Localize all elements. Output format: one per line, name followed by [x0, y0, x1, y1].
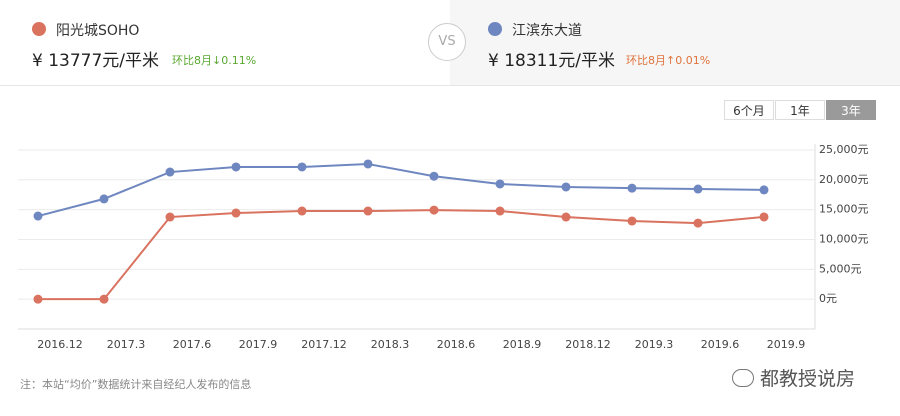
legend-dot	[488, 22, 502, 36]
data-point	[429, 171, 439, 181]
data-point	[33, 211, 43, 221]
y-tick-label: 25,000元	[819, 143, 869, 156]
data-point	[165, 167, 175, 177]
data-point	[759, 185, 769, 195]
x-tick-label: 2018.9	[503, 338, 542, 351]
series-line	[38, 209, 765, 301]
item-price: ¥ 13777元/平米	[32, 51, 160, 71]
item-change: 环比8月↑0.01%	[626, 54, 711, 67]
data-point	[99, 294, 109, 304]
x-tick-label: 2017.9	[239, 338, 278, 351]
data-point	[231, 208, 241, 218]
item-name: 江滨东大道	[512, 23, 582, 39]
data-point	[495, 179, 505, 189]
x-tick-label: 2017.3	[107, 338, 146, 351]
x-tick-label: 2018.6	[437, 338, 476, 351]
item-name: 阳光城SOHO	[56, 23, 140, 39]
x-tick-label: 2019.6	[701, 338, 740, 351]
data-point	[363, 159, 373, 169]
x-tick-label: 2016.12	[37, 338, 83, 351]
wechat-icon	[732, 369, 754, 387]
header-divider	[0, 85, 900, 86]
header-right-bg	[450, 0, 900, 85]
data-point	[561, 212, 571, 222]
data-point	[99, 194, 109, 204]
data-point	[297, 206, 307, 216]
data-point	[33, 294, 43, 304]
x-tick-label: 2017.12	[301, 338, 347, 351]
vs-badge: VS	[428, 23, 466, 61]
range-button[interactable]: 1年	[775, 100, 825, 120]
footnote: 注：本站“均价”数据统计来自经纪人发布的信息	[20, 378, 252, 391]
data-point	[363, 206, 373, 216]
data-point	[231, 162, 241, 172]
item-change: 环比8月↓0.11%	[172, 54, 257, 67]
data-point	[627, 183, 637, 193]
data-point	[165, 212, 175, 222]
x-tick-label: 2018.3	[371, 338, 410, 351]
data-point	[759, 212, 769, 222]
x-tick-label: 2018.12	[565, 338, 611, 351]
y-tick-label: 10,000元	[819, 232, 869, 245]
legend-dot	[32, 22, 46, 36]
data-point	[429, 205, 439, 215]
data-point	[693, 218, 703, 228]
data-point	[693, 184, 703, 194]
y-tick-label: 0元	[819, 292, 837, 305]
range-button[interactable]: 3年	[826, 100, 876, 120]
watermark: 都教授说房	[760, 368, 856, 390]
range-button[interactable]: 6个月	[724, 100, 774, 120]
data-point	[297, 162, 307, 172]
x-tick-label: 2019.3	[635, 338, 674, 351]
data-point	[627, 216, 637, 226]
y-tick-label: 15,000元	[819, 203, 869, 216]
item-price: ¥ 18311元/平米	[488, 51, 616, 71]
data-point	[495, 206, 505, 216]
y-tick-label: 20,000元	[819, 173, 869, 186]
y-tick-label: 5,000元	[819, 262, 862, 275]
x-tick-label: 2017.6	[173, 338, 212, 351]
data-point	[561, 182, 571, 192]
x-tick-label: 2019.9	[767, 338, 806, 351]
series-line	[37, 162, 765, 217]
